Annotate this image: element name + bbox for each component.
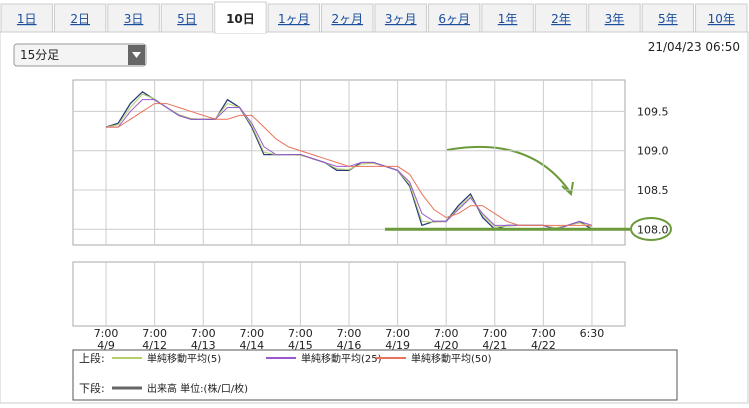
tab[interactable]: [534, 3, 588, 33]
annotation-arrowhead: [561, 181, 574, 196]
tab[interactable]: [0, 3, 53, 33]
tab-label[interactable]: 2ヶ月: [331, 12, 363, 26]
x-tick-label: 7:00: [288, 327, 313, 340]
dropdown-arrow: [132, 52, 141, 58]
y-tick-label: 109.0: [637, 145, 669, 158]
tab-label[interactable]: 1年: [498, 12, 518, 26]
tab[interactable]: [267, 3, 321, 33]
tab[interactable]: [427, 3, 481, 33]
x-tick-date: 4/20: [434, 339, 459, 352]
x-tick-date: 4/9: [97, 339, 115, 352]
x-tick-label: 7:00: [239, 327, 264, 340]
timestamp: 21/04/23 06:50: [648, 40, 740, 54]
legend-box: [72, 349, 678, 401]
tab-label[interactable]: 1日: [17, 12, 37, 26]
tab[interactable]: [321, 3, 374, 33]
tab-label[interactable]: 6ヶ月: [438, 12, 470, 26]
x-tick-label: 7:00: [94, 327, 119, 340]
legend-label: 上段:: [79, 351, 105, 365]
annotation-circle: [630, 217, 672, 241]
tab-label[interactable]: 3日: [124, 12, 144, 26]
tab[interactable]: [214, 1, 267, 34]
x-tick-label: 7:00: [142, 327, 167, 340]
annotation-arrow: [446, 145, 571, 193]
dropdown-label[interactable]: 15分足: [20, 48, 59, 62]
legend-label: 下段:: [79, 381, 105, 395]
x-tick-date: 4/22: [531, 339, 556, 352]
tab[interactable]: [641, 3, 695, 33]
x-tick-label: 7:00: [385, 327, 410, 340]
tab-label[interactable]: 3年: [605, 12, 625, 26]
x-tick-date: 4/21: [482, 339, 507, 352]
tab[interactable]: [107, 3, 160, 33]
x-tick-date: 4/19: [385, 339, 410, 352]
tab[interactable]: [588, 3, 641, 33]
x-tick-date: 4/13: [191, 339, 216, 352]
ma-line: [106, 103, 592, 226]
ma-line: [105, 93, 593, 229]
x-tick-label: 7:00: [434, 327, 459, 340]
legend-entry: 出来高 単位:(株/口/枚): [147, 382, 248, 395]
legend-entry: 単純移動平均(25): [301, 352, 382, 365]
tab-label[interactable]: 10日: [226, 12, 255, 26]
x-tick-label: 7:00: [531, 327, 556, 340]
tab[interactable]: [160, 3, 214, 33]
y-tick-label: 108.0: [637, 223, 669, 236]
tab-label[interactable]: 2日: [70, 12, 90, 26]
tab-label[interactable]: 10年: [708, 12, 735, 26]
x-tick-date: 4/12: [142, 339, 167, 352]
x-tick-date: 4/15: [288, 339, 313, 352]
x-tick-label: 7:00: [191, 327, 216, 340]
legend-entry: 単純移動平均(50): [411, 352, 492, 365]
x-tick-date: 4/16: [337, 339, 362, 352]
tab-label[interactable]: 2年: [551, 12, 571, 26]
tab-label[interactable]: 1ヶ月: [278, 12, 310, 26]
tab[interactable]: [374, 3, 427, 33]
tab[interactable]: [695, 3, 748, 33]
tab-label[interactable]: 3ヶ月: [385, 12, 417, 26]
y-tick-label: 109.5: [637, 105, 669, 118]
x-tick-date: 4/14: [239, 339, 264, 352]
tab[interactable]: [53, 3, 107, 33]
dropdown[interactable]: [13, 43, 147, 67]
tab-label[interactable]: 5日: [177, 12, 197, 26]
tab[interactable]: [481, 3, 534, 33]
legend-entry: 単純移動平均(5): [147, 352, 221, 365]
x-tick-label: 6:30: [580, 327, 605, 340]
x-tick-label: 7:00: [482, 327, 507, 340]
y-tick-label: 108.5: [637, 184, 669, 197]
tab-label[interactable]: 5年: [658, 12, 678, 26]
x-tick-label: 7:00: [337, 327, 362, 340]
